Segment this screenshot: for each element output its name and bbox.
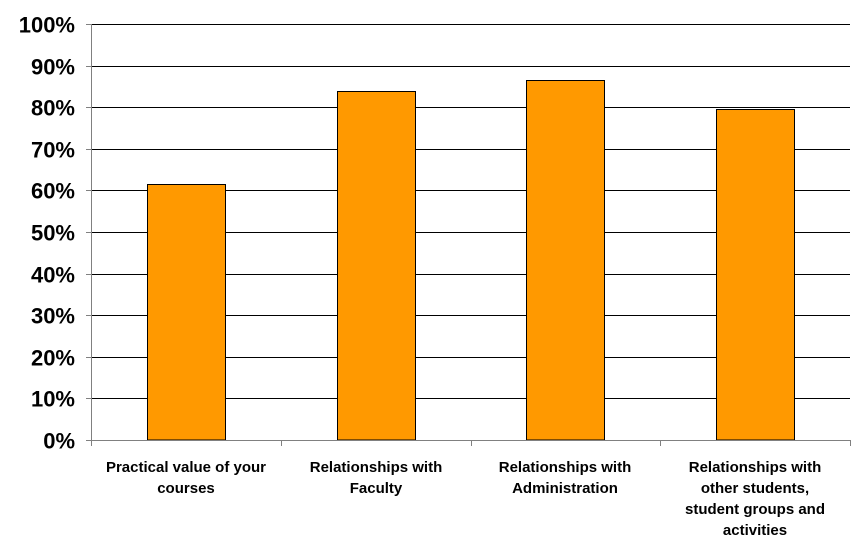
bar: [716, 109, 795, 441]
x-category-label: Relationships with Administration: [470, 457, 660, 499]
y-tick-label: 100%: [19, 13, 75, 38]
y-tick-label: 50%: [31, 221, 75, 246]
y-tick-labels: 0% 10% 20% 30% 40% 50% 60% 70% 80% 90% 100%: [19, 13, 75, 454]
y-tick-label: 90%: [31, 55, 75, 80]
y-tick-label: 20%: [31, 346, 75, 371]
x-category-label-line: Practical value of your: [105, 459, 267, 476]
x-category-label-line: Administration: [512, 480, 618, 497]
axes: [86, 24, 851, 446]
x-category-label: Relationships with Faculty: [281, 457, 471, 499]
y-tick-label: 80%: [31, 96, 75, 121]
x-category-label: Practical value of your courses: [91, 457, 281, 499]
y-tick-label: 70%: [31, 138, 75, 163]
x-category-label-line: Faculty: [349, 480, 403, 497]
y-tick-label: 30%: [31, 304, 75, 329]
y-tick-label: 10%: [31, 387, 75, 412]
y-tick-label: 60%: [31, 179, 75, 204]
bar: [526, 80, 605, 441]
x-category-label-line: Relationships with: [688, 459, 822, 476]
x-category-label-line: activities: [722, 522, 788, 539]
x-category-label-line: student groups and: [685, 501, 825, 518]
x-category-label-line: other students,: [700, 480, 810, 497]
x-category-label: Relationships with other students, student…: [660, 457, 850, 541]
bar: [147, 184, 226, 441]
y-tick-label: 0%: [43, 429, 75, 454]
x-category-label-line: Relationships with: [309, 459, 443, 476]
x-category-label-line: courses: [157, 480, 215, 497]
bars: [147, 80, 795, 441]
bar: [337, 91, 416, 441]
y-tick-label: 40%: [31, 263, 75, 288]
x-category-label-line: Relationships with: [498, 459, 632, 476]
